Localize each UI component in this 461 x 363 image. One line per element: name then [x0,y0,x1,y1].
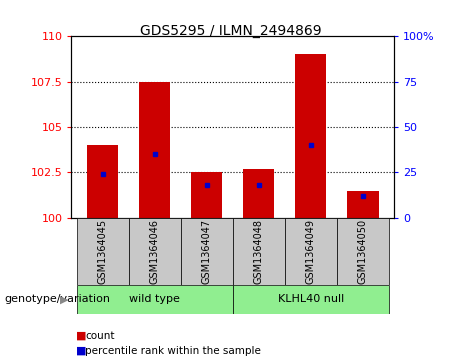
Bar [87,145,118,218]
Text: percentile rank within the sample: percentile rank within the sample [85,346,261,356]
Bar [77,285,233,314]
Text: GSM1364050: GSM1364050 [358,219,368,284]
Text: GSM1364047: GSM1364047 [202,219,212,284]
Text: genotype/variation: genotype/variation [5,294,111,305]
Bar [233,218,285,285]
Bar [129,218,181,285]
Bar [139,82,171,218]
Bar [77,218,129,285]
Text: GSM1364049: GSM1364049 [306,219,316,284]
Bar [243,169,274,218]
Text: GSM1364045: GSM1364045 [98,219,108,284]
Text: count: count [85,331,115,341]
Text: ■: ■ [76,346,87,356]
Bar [295,54,326,218]
Bar [233,285,389,314]
Text: wild type: wild type [129,294,180,305]
Bar [181,218,233,285]
Text: ▶: ▶ [60,294,68,305]
Text: KLHL40 null: KLHL40 null [278,294,344,305]
Text: GDS5295 / ILMN_2494869: GDS5295 / ILMN_2494869 [140,24,321,38]
Bar [347,191,378,218]
Bar [337,218,389,285]
Text: GSM1364046: GSM1364046 [150,219,160,284]
Bar [285,218,337,285]
Bar [191,172,222,218]
Text: ■: ■ [76,331,87,341]
Text: GSM1364048: GSM1364048 [254,219,264,284]
